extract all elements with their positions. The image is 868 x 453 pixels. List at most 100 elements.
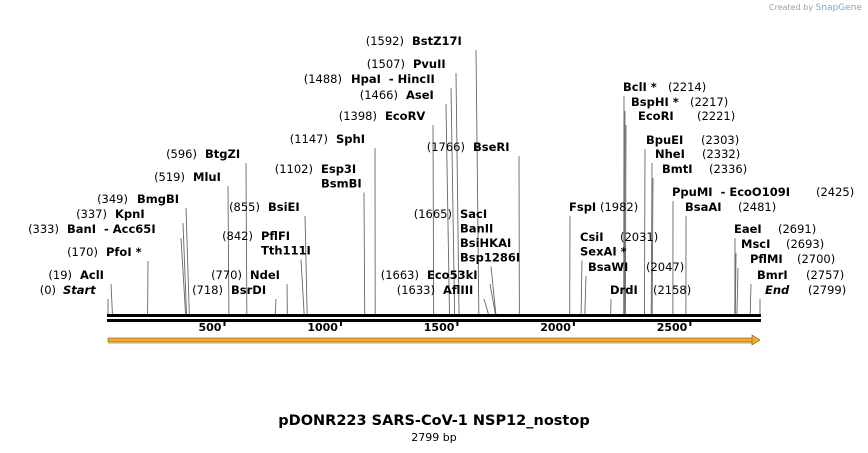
site-name: AseI <box>406 88 434 102</box>
site-position: (1466) <box>360 88 398 102</box>
site-label-18[interactable]: (1592) BstZ17I <box>366 34 462 48</box>
site-label-1[interactable]: (19) AclI <box>48 268 104 282</box>
site-label-17[interactable]: (1507) PvuII <box>367 57 446 71</box>
site-leader-3 <box>180 237 187 315</box>
site-label-34[interactable]: (2481) BsaAI <box>685 200 776 214</box>
site-name: BsaWI <box>588 260 628 274</box>
site-label-35[interactable]: (2691) EaeI <box>734 222 816 236</box>
snapgene-logo-text: SnapGene <box>815 3 862 13</box>
site-label-3[interactable]: (333) BanI - Acc65I <box>28 222 156 236</box>
site-label-27[interactable]: (2214) BclI * <box>623 80 706 94</box>
site-label-4[interactable]: (337) KpnI <box>76 207 145 221</box>
site-name: HpaI - HincII <box>351 72 435 86</box>
site-position: (1398) <box>339 109 377 123</box>
site-leader-14 <box>432 124 435 315</box>
site-name: MscI <box>741 237 770 251</box>
scale-tick-label: 1000 <box>307 321 338 334</box>
site-position: (1507) <box>367 57 405 71</box>
site-label-5[interactable]: (349) BmgBI <box>97 192 179 206</box>
site-label-26[interactable]: (2158) DrdI <box>610 283 691 297</box>
feature-arrow[interactable] <box>107 334 761 346</box>
site-position: (842) <box>222 229 253 243</box>
site-label-19[interactable]: (1633) AflIII <box>397 283 474 297</box>
scale-tick-label: 2500 <box>657 321 688 334</box>
site-name: BmrI <box>757 268 788 282</box>
site-label-6[interactable]: (519) MluI <box>154 170 221 184</box>
site-label-2[interactable]: (170) PfoI * <box>67 245 142 259</box>
feature-arrow-body <box>107 337 754 343</box>
site-position: (1102) <box>275 162 313 176</box>
site-leader-19 <box>483 298 489 315</box>
site-position: (2031) <box>620 230 658 244</box>
site-position: (2481) <box>738 200 776 214</box>
site-label-38[interactable]: (2757) BmrI <box>757 268 844 282</box>
site-name: AflIII <box>443 283 473 297</box>
scale-ticks: 500 1000 1500 2000 2500 <box>199 321 692 334</box>
site-leader-30 <box>644 148 646 315</box>
site-label-32[interactable]: (2336) BmtI <box>662 162 747 176</box>
site-name: BseRI <box>473 140 510 154</box>
site-label-36[interactable]: (2693) MscI <box>741 237 824 251</box>
site-label-39[interactable]: (2799) End <box>765 283 846 297</box>
site-leader-18 <box>475 49 480 315</box>
site-label-28[interactable]: (2217) BspHI * <box>631 95 728 109</box>
site-name: Eco53kI <box>427 268 478 282</box>
site-label-9[interactable]: (770) NdeI <box>211 268 280 282</box>
site-name: BtgZI <box>205 147 240 161</box>
scale-tick-label: 2000 <box>540 321 571 334</box>
site-label-8[interactable]: (718) BsrDI <box>192 283 266 297</box>
site-position: (1147) <box>290 132 328 146</box>
site-label-7[interactable]: (596) BtgZI <box>166 147 240 161</box>
site-leader-lines <box>107 49 761 315</box>
site-leader-16 <box>450 87 456 315</box>
scale-tick-1500 <box>456 321 459 326</box>
site-name: BclI * <box>623 80 657 94</box>
site-label-0[interactable]: (0) Start <box>40 283 97 297</box>
site-label-25[interactable]: (2047) BsaWI <box>588 260 684 274</box>
site-label-20[interactable]: (1663) Eco53kI <box>381 268 478 282</box>
site-name: BsmBI <box>321 177 362 191</box>
site-label-11[interactable]: (855) BsiEI <box>229 200 300 214</box>
credit-text: Created by <box>769 3 814 12</box>
site-label-22[interactable]: (1766) BseRI <box>427 140 510 154</box>
site-label-13[interactable]: (1147) SphI <box>290 132 365 146</box>
site-label-30[interactable]: (2303) BpuEI <box>646 133 739 147</box>
site-name: DrdI <box>610 283 638 297</box>
site-label-16[interactable]: (1488) HpaI - HincII <box>304 72 435 86</box>
site-name: BspHI * <box>631 95 679 109</box>
site-leader-28 <box>623 110 626 315</box>
site-position: (333) <box>28 222 59 236</box>
site-position: (2425) <box>816 185 854 199</box>
site-position: (2047) <box>646 260 684 274</box>
site-name: EcoRI <box>638 109 674 123</box>
site-position: (2158) <box>653 283 691 297</box>
site-name: Bsp1286I <box>460 251 520 265</box>
site-label-15[interactable]: (1466) AseI <box>360 88 434 102</box>
snapgene-credit: Created by SnapGene <box>769 3 862 13</box>
site-label-14[interactable]: (1398) EcoRV <box>339 109 426 123</box>
site-label-29[interactable]: (2221) EcoRI <box>638 109 735 123</box>
site-label-37[interactable]: (2700) PflMI <box>750 252 835 266</box>
site-label-23[interactable]: (1982) FspI <box>569 200 638 214</box>
site-position: (1633) <box>397 283 435 297</box>
scale-tick-500 <box>223 321 226 326</box>
site-name: SphI <box>336 132 365 146</box>
site-name: NdeI <box>250 268 280 282</box>
site-name: PpuMI - EcoO109I <box>672 185 790 199</box>
site-label-31[interactable]: (2332) NheI <box>655 147 740 161</box>
site-position: (2799) <box>808 283 846 297</box>
site-position: (1663) <box>381 268 419 282</box>
site-name: FspI <box>569 200 596 214</box>
site-leader-15 <box>445 103 450 315</box>
site-name: BanI - Acc65I <box>67 222 156 236</box>
site-position: (2693) <box>786 237 824 251</box>
site-label-33[interactable]: (2425) PpuMI - EcoO109I <box>672 185 854 199</box>
site-name: SexAI * <box>580 245 627 259</box>
site-name: CsiI <box>580 230 604 244</box>
site-name: Esp3I <box>321 162 356 176</box>
site-position: (2336) <box>709 162 747 176</box>
